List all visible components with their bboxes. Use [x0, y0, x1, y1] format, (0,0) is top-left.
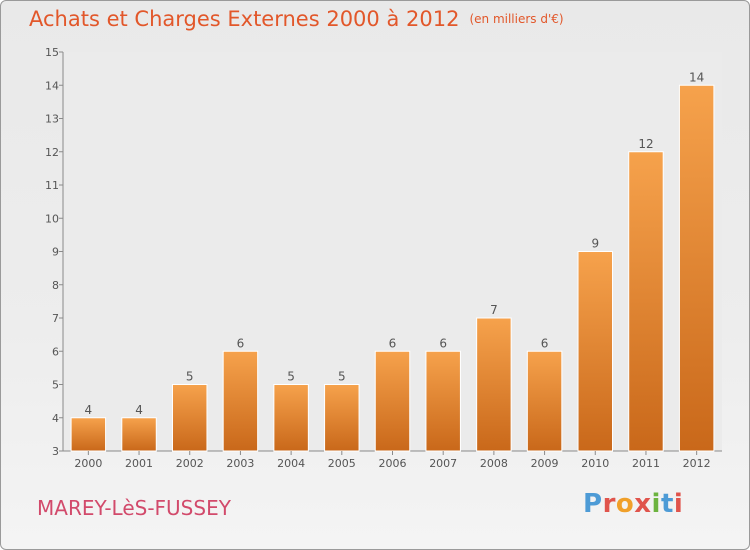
- logo-letter: x: [634, 489, 652, 519]
- bar-2006: [374, 350, 411, 452]
- bar-2007: [425, 350, 461, 452]
- x-tick-label-2005: 2005: [328, 457, 356, 470]
- data-label-2009: 6: [541, 336, 549, 350]
- bar-2000: [70, 417, 107, 452]
- data-label-2001: 4: [135, 403, 143, 417]
- y-tick-label: 12: [45, 146, 59, 159]
- data-label-2007: 6: [439, 336, 447, 350]
- logo-letter: t: [660, 489, 674, 519]
- chart-title: Achats et Charges Externes 2000 à 2012 (e…: [29, 7, 564, 31]
- logo-letter: i: [651, 489, 661, 519]
- data-label-2002: 5: [186, 370, 194, 384]
- data-label-2010: 9: [591, 237, 599, 251]
- bar-2003: [222, 350, 259, 452]
- bar-2008: [476, 317, 512, 452]
- logo-letter: P: [583, 489, 603, 519]
- data-label-2004: 5: [287, 370, 295, 384]
- y-tick-label: 13: [45, 113, 59, 126]
- data-label-2000: 4: [85, 403, 93, 417]
- y-tick-label: 5: [52, 379, 59, 392]
- bar-2009: [526, 350, 563, 452]
- data-label-2012: 14: [689, 70, 704, 84]
- bar-2010: [577, 251, 614, 452]
- bar-2002: [171, 384, 208, 452]
- x-tick-label-2001: 2001: [125, 457, 153, 470]
- logo-letter: o: [615, 489, 635, 519]
- proxiti-logo: Proxiti: [583, 489, 683, 519]
- logo-letter: r: [602, 489, 616, 519]
- y-tick-label: 8: [52, 279, 59, 292]
- x-tick-label-2004: 2004: [277, 457, 305, 470]
- bar-2012: [678, 84, 715, 452]
- x-tick-label-2006: 2006: [379, 457, 407, 470]
- bar-2004: [273, 384, 309, 452]
- chart-title-text: Achats et Charges Externes 2000 à 2012: [29, 7, 460, 31]
- data-label-2008: 7: [490, 303, 498, 317]
- x-tick-label-2009: 2009: [531, 457, 559, 470]
- logo-letter: i: [673, 489, 684, 519]
- x-tick-label-2008: 2008: [480, 457, 508, 470]
- x-tick-label-2002: 2002: [176, 457, 204, 470]
- y-tick-label: 11: [45, 179, 59, 192]
- data-label-2011: 12: [638, 137, 653, 151]
- y-tick-label: 15: [45, 46, 59, 59]
- y-tick-label: 10: [45, 212, 59, 225]
- x-tick-label-2000: 2000: [74, 457, 102, 470]
- y-tick-label: 4: [52, 412, 59, 425]
- commune-name: MAREY-LèS-FUSSEY: [37, 496, 231, 520]
- x-tick-label-2003: 2003: [226, 457, 254, 470]
- data-label-2005: 5: [338, 370, 346, 384]
- data-label-2003: 6: [237, 336, 245, 350]
- x-tick-label-2012: 2012: [683, 457, 711, 470]
- bar-2011: [628, 151, 664, 452]
- y-tick-label: 3: [52, 445, 59, 458]
- y-tick-label: 14: [45, 79, 59, 92]
- bar-2001: [121, 417, 157, 452]
- bar-2005: [324, 384, 360, 452]
- y-tick-label: 6: [52, 345, 59, 358]
- y-tick-label: 9: [52, 246, 59, 259]
- x-tick-label-2007: 2007: [429, 457, 457, 470]
- x-tick-label-2011: 2011: [632, 457, 660, 470]
- chart-unit-label: (en milliers d'€): [469, 12, 564, 26]
- y-tick-label: 7: [52, 312, 59, 325]
- data-label-2006: 6: [389, 336, 397, 350]
- x-tick-label-2010: 2010: [581, 457, 609, 470]
